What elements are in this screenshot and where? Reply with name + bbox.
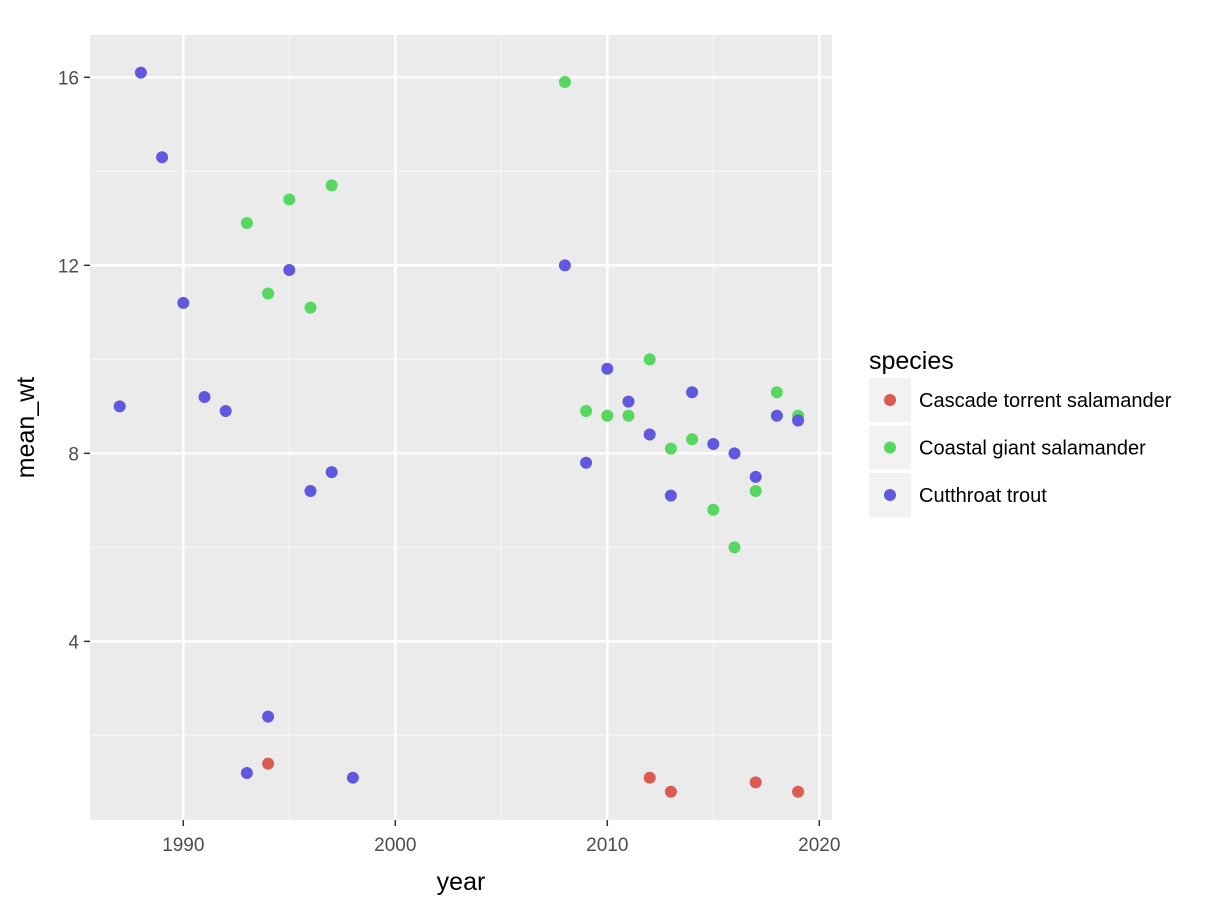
legend-item: Cutthroat trout bbox=[869, 473, 1047, 517]
y-tick-label: 16 bbox=[58, 68, 79, 89]
data-points bbox=[113, 66, 805, 798]
data-point bbox=[304, 301, 317, 314]
data-point bbox=[240, 766, 253, 779]
data-point bbox=[558, 259, 571, 272]
legend-key-dot bbox=[884, 489, 896, 501]
data-point bbox=[283, 193, 296, 206]
data-point bbox=[134, 66, 147, 79]
data-point bbox=[198, 390, 211, 403]
data-point bbox=[113, 400, 126, 413]
data-point bbox=[749, 776, 762, 789]
grid-major bbox=[90, 35, 832, 820]
data-point bbox=[325, 466, 338, 479]
data-point bbox=[770, 386, 783, 399]
data-point bbox=[325, 179, 338, 192]
y-tick-label: 4 bbox=[68, 632, 79, 653]
data-point bbox=[346, 771, 359, 784]
data-point bbox=[262, 710, 275, 723]
x-tick-label: 2000 bbox=[374, 835, 416, 856]
legend-item: Coastal giant salamander bbox=[869, 425, 1146, 470]
x-axis: 1990 2000 2010 2020 bbox=[162, 820, 840, 856]
data-point bbox=[580, 456, 593, 469]
legend-label: Cutthroat trout bbox=[919, 485, 1047, 507]
data-point bbox=[283, 264, 296, 277]
data-point bbox=[792, 414, 805, 427]
data-point bbox=[664, 489, 677, 502]
legend-title: species bbox=[869, 347, 954, 375]
y-tick-label: 12 bbox=[58, 256, 79, 277]
x-tick-label: 2020 bbox=[798, 835, 840, 856]
data-point bbox=[643, 353, 656, 366]
legend: species Cascade torrent salamander Coasta… bbox=[869, 347, 1172, 517]
data-point bbox=[622, 395, 635, 408]
data-point bbox=[728, 541, 741, 554]
y-axis: 4 8 12 16 bbox=[58, 68, 90, 653]
legend-key-dot bbox=[884, 394, 896, 406]
data-point bbox=[792, 785, 805, 798]
legend-label: Coastal giant salamander bbox=[919, 438, 1146, 460]
data-point bbox=[304, 484, 317, 497]
data-point bbox=[240, 217, 253, 230]
data-point bbox=[156, 151, 169, 164]
data-point bbox=[622, 409, 635, 422]
data-point bbox=[643, 771, 656, 784]
data-point bbox=[262, 757, 275, 770]
data-point bbox=[558, 76, 571, 89]
x-tick-label: 1990 bbox=[162, 835, 204, 856]
data-point bbox=[219, 405, 232, 418]
data-point bbox=[686, 433, 699, 446]
data-point bbox=[770, 409, 783, 422]
y-axis-title: mean_wt bbox=[12, 377, 40, 478]
data-point bbox=[664, 785, 677, 798]
data-point bbox=[177, 296, 190, 309]
data-point bbox=[601, 362, 614, 375]
data-point bbox=[664, 442, 677, 455]
data-point bbox=[580, 405, 593, 418]
grid-minor bbox=[90, 35, 832, 820]
y-tick-label: 8 bbox=[68, 444, 79, 465]
legend-key-dot bbox=[884, 441, 896, 454]
data-point bbox=[749, 484, 762, 497]
data-point bbox=[707, 503, 720, 516]
data-point bbox=[749, 470, 762, 483]
data-point bbox=[262, 287, 275, 300]
data-point bbox=[643, 428, 656, 441]
data-point bbox=[728, 447, 741, 460]
data-point bbox=[686, 386, 699, 399]
legend-item: Cascade torrent salamander bbox=[869, 378, 1172, 422]
x-axis-title: year bbox=[437, 868, 486, 896]
data-point bbox=[601, 409, 614, 422]
legend-label: Cascade torrent salamander bbox=[919, 390, 1172, 412]
plot-panel bbox=[90, 35, 832, 820]
x-tick-label: 2010 bbox=[586, 835, 628, 856]
data-point bbox=[707, 437, 720, 450]
